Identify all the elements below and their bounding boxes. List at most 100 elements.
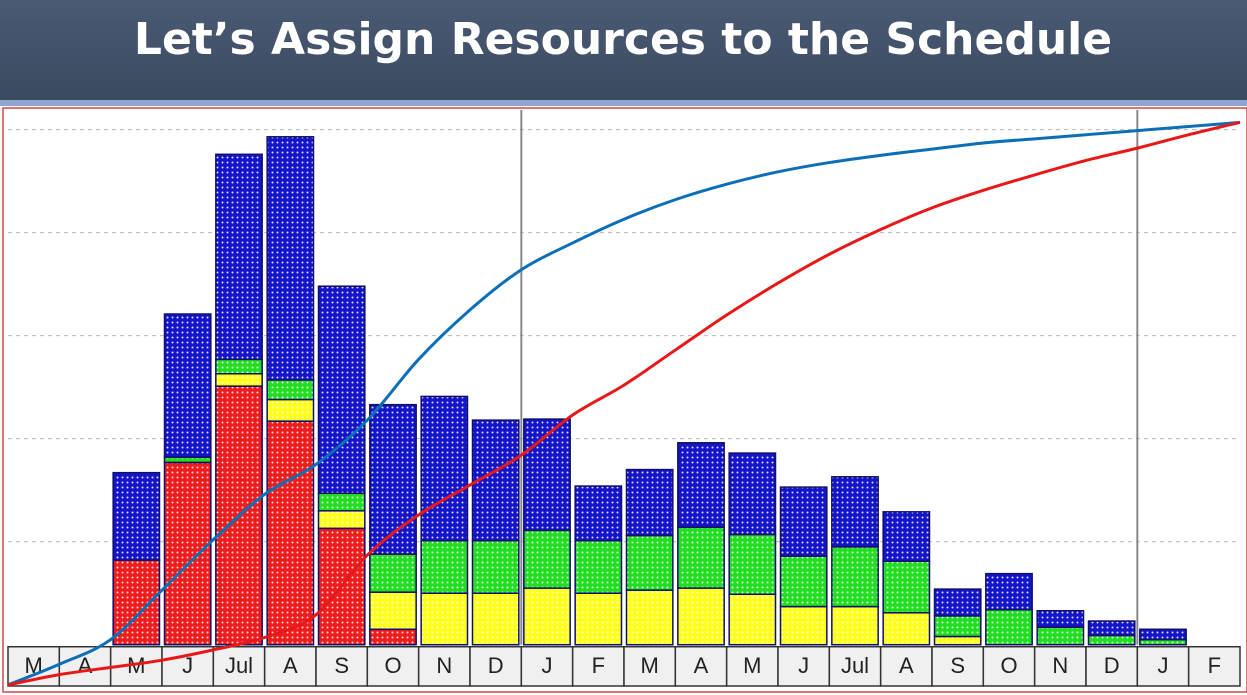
x-tick-label: J [542, 653, 553, 678]
x-label-cell [571, 645, 625, 687]
x-tick-label: D [488, 653, 504, 678]
x-label-cell [1085, 645, 1139, 687]
x-label-cell [777, 645, 831, 687]
bar-segment [882, 612, 931, 646]
header-rule [0, 100, 1247, 106]
bar-segment [369, 628, 417, 646]
x-tick-label: J [798, 653, 809, 678]
x-label-cell [1136, 645, 1190, 687]
bar-segment [625, 589, 674, 646]
x-tick-label: J [1158, 653, 1169, 678]
bar-segment [1087, 620, 1136, 637]
x-label-cell [725, 645, 779, 687]
bar-segment [677, 526, 725, 589]
bar-segment [163, 461, 212, 646]
bar-segment [266, 379, 315, 401]
x-label-cell [1033, 645, 1087, 687]
x-tick-label: F [1208, 653, 1221, 678]
chart-title: Let’s Assign Resources to the Schedule [134, 14, 1112, 65]
bar-segment [728, 593, 777, 646]
cumulative-line [7, 120, 1241, 687]
bar-segment [317, 285, 366, 495]
bar-segment [215, 153, 263, 361]
bar-segment [677, 587, 725, 646]
x-label-cell [674, 645, 728, 687]
x-tick-label: S [334, 653, 349, 678]
bar-segment [523, 529, 571, 589]
bar-segment [266, 398, 315, 422]
bar-segment [831, 476, 879, 548]
x-tick-label: S [950, 653, 965, 678]
x-tick-label: M [641, 653, 659, 678]
x-tick-label: O [384, 653, 401, 678]
x-tick-label: N [436, 653, 452, 678]
bar-segment [471, 539, 520, 594]
x-label-cell [212, 645, 266, 687]
bar-segment [369, 591, 417, 631]
x-label-cell [263, 645, 317, 687]
bar-segment [317, 527, 366, 646]
bar-segment [1087, 634, 1136, 646]
bar-segment [163, 456, 212, 464]
bar-segment [933, 635, 982, 646]
x-label-cell [879, 645, 933, 687]
bar-segment [369, 403, 417, 555]
bar-segment [420, 592, 469, 646]
x-label-cell [1187, 645, 1241, 687]
bar-segment [728, 533, 777, 595]
bar-segment [574, 592, 623, 646]
bar-segment [574, 539, 623, 594]
x-label-cell [982, 645, 1036, 687]
cumulative-line [7, 120, 1241, 687]
x-tick-label: O [1000, 653, 1017, 678]
bar-segment [933, 615, 982, 638]
x-tick-label: A [283, 653, 298, 678]
bar-segment [317, 510, 366, 530]
x-label-cell [315, 645, 369, 687]
bar-segment [1139, 628, 1187, 641]
bar-segment [882, 560, 931, 614]
bar-segment [266, 420, 315, 646]
bar-segment [215, 358, 263, 375]
bar-segment [831, 605, 879, 646]
x-tick-label: N [1052, 653, 1068, 678]
bar-segment [779, 486, 828, 557]
bar-segment [317, 492, 366, 512]
x-tick-label: A [899, 653, 914, 678]
bar-segment [523, 418, 571, 532]
bar-segment [1036, 609, 1085, 628]
x-tick-label: M [127, 653, 145, 678]
bar-segment [523, 587, 571, 646]
x-tick-label: M [743, 653, 761, 678]
x-tick-label: Jul [841, 653, 869, 678]
x-tick-label: Jul [225, 653, 253, 678]
bar-segment [728, 452, 777, 536]
bar-segment [112, 471, 161, 561]
bar-segment [420, 539, 469, 594]
bar-segment [625, 468, 674, 537]
bar-segment [985, 572, 1033, 611]
bar-segment [1139, 638, 1187, 646]
plot: M A M J Jul A S O N D J F M A M J Jul A S O N D J F [7, 110, 1241, 687]
bar-segment [779, 605, 828, 646]
bar-segment [266, 136, 315, 381]
bar-segment [1036, 626, 1085, 646]
bar-segment [985, 608, 1033, 646]
bar-segment [625, 534, 674, 591]
bar-segment [882, 511, 931, 563]
bar-segment [779, 555, 828, 608]
x-tick-label: J [182, 653, 193, 678]
bar-segment [369, 553, 417, 593]
x-tick-label: A [694, 653, 709, 678]
bar-segment [163, 313, 212, 458]
bar-segment [677, 442, 725, 529]
header [0, 0, 1247, 100]
bar-segment [420, 395, 469, 542]
x-label-cell [520, 645, 574, 687]
bar-segment [471, 592, 520, 646]
bar-segment [574, 485, 623, 542]
bar-segment [831, 546, 879, 608]
x-tick-label: F [592, 653, 605, 678]
bar-segment [215, 373, 263, 387]
